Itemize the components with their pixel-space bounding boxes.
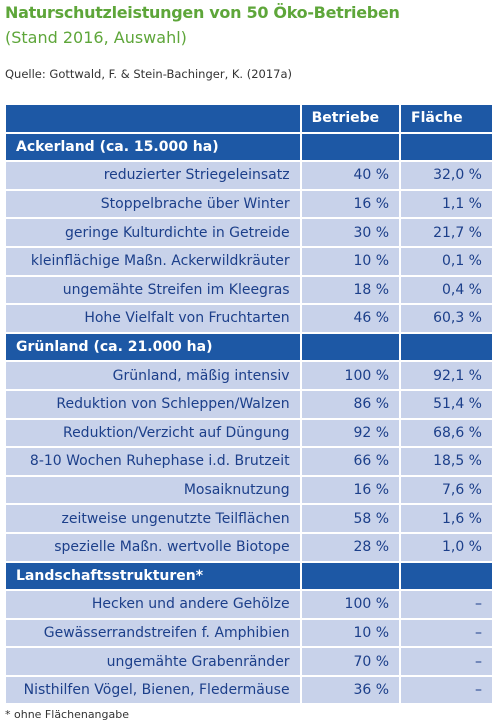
value-cell: 16 % — [299, 474, 402, 506]
value-cell: 7,6 % — [399, 474, 494, 506]
row-label: Hecken und andere Gehölze — [4, 589, 302, 620]
value-cell: – — [399, 589, 494, 620]
value-cell: – — [399, 674, 494, 706]
row-label: spezielle Maßn. wertvolle Biotope — [4, 531, 302, 563]
data-row: Reduktion/Verzicht auf Düngung 92 % 68,6 % — [4, 417, 494, 449]
row-label: ungemähte Streifen im Kleegras — [4, 274, 302, 306]
footnote: * ohne Flächenangabe — [5, 708, 130, 721]
data-row: ungemähte Grabenränder 70 % – — [4, 646, 494, 677]
data-row: Reduktion von Schleppen/Walzen 86 % 51,4 % — [4, 388, 494, 420]
section-cell — [299, 560, 402, 592]
value-cell: 30 % — [299, 217, 402, 248]
section-cell — [299, 331, 402, 363]
value-cell: 100 % — [299, 589, 402, 620]
value-cell: 18 % — [299, 274, 402, 306]
data-row: Grünland, mäßig intensiv 100 % 92,1 % — [4, 360, 494, 391]
section-title: Grünland (ca. 21.000 ha) — [4, 331, 302, 363]
section-cell — [299, 131, 402, 163]
data-row: kleinflächige Maßn. Ackerwildkräuter 10 %… — [4, 245, 494, 277]
subtitle: (Stand 2016, Auswahl) — [5, 28, 187, 47]
data-row: zeitweise ungenutzte Teilflächen 58 % 1,6 … — [4, 503, 494, 534]
value-cell: 1,1 % — [399, 188, 494, 220]
section-row: Ackerland (ca. 15.000 ha) — [4, 131, 494, 163]
data-row: Nisthilfen Vögel, Bienen, Fledermäuse 36 … — [4, 674, 494, 706]
section-row: Grünland (ca. 21.000 ha) — [4, 331, 494, 363]
value-cell: 0,1 % — [399, 245, 494, 277]
value-cell: 92 % — [299, 417, 402, 449]
value-cell: 68,6 % — [399, 417, 494, 449]
row-label: kleinflächige Maßn. Ackerwildkräuter — [4, 245, 302, 277]
data-row: Mosaiknutzung 16 % 7,6 % — [4, 474, 494, 506]
value-cell: 32,0 % — [399, 160, 494, 191]
value-cell: 21,7 % — [399, 217, 494, 248]
data-row: Gewässerrandstreifen f. Amphibien 10 % – — [4, 617, 494, 649]
row-label: geringe Kulturdichte in Getreide — [4, 217, 302, 248]
value-cell: 10 % — [299, 245, 402, 277]
data-row: ungemähte Streifen im Kleegras 18 % 0,4 % — [4, 274, 494, 306]
row-label: reduzierter Striegeleinsatz — [4, 160, 302, 191]
row-label: Mosaiknutzung — [4, 474, 302, 506]
value-cell: 92,1 % — [399, 360, 494, 391]
data-row: Hecken und andere Gehölze 100 % – — [4, 589, 494, 620]
data-row: 8-10 Wochen Ruhephase i.d. Brutzeit 66 % 1… — [4, 446, 494, 477]
value-cell: 1,0 % — [399, 531, 494, 563]
value-cell: 60,3 % — [399, 303, 494, 334]
value-cell: 0,4 % — [399, 274, 494, 306]
column-header: Betriebe — [299, 103, 402, 134]
row-label: Grünland, mäßig intensiv — [4, 360, 302, 391]
section-title: Landschaftsstrukturen* — [4, 560, 302, 592]
section-cell — [399, 131, 494, 163]
value-cell: 10 % — [299, 617, 402, 649]
section-cell — [399, 331, 494, 363]
row-label: Stoppelbrache über Winter — [4, 188, 302, 220]
value-cell: 16 % — [299, 188, 402, 220]
row-label: ungemähte Grabenränder — [4, 646, 302, 677]
row-label: Gewässerrandstreifen f. Amphibien — [4, 617, 302, 649]
data-row: geringe Kulturdichte in Getreide 30 % 21,7… — [4, 217, 494, 248]
header-cell — [4, 103, 302, 134]
value-cell: 51,4 % — [399, 388, 494, 420]
row-label: 8-10 Wochen Ruhephase i.d. Brutzeit — [4, 446, 302, 477]
value-cell: 18,5 % — [399, 446, 494, 477]
data-row: reduzierter Striegeleinsatz 40 % 32,0 % — [4, 160, 494, 191]
section-title: Ackerland (ca. 15.000 ha) — [4, 131, 302, 163]
value-cell: 70 % — [299, 646, 402, 677]
data-row: Hohe Vielfalt von Fruchtarten 46 % 60,3 % — [4, 303, 494, 334]
section-row: Landschaftsstrukturen* — [4, 560, 494, 592]
header-row: Betriebe Fläche — [4, 103, 494, 134]
value-cell: 1,6 % — [399, 503, 494, 534]
row-label: Reduktion von Schleppen/Walzen — [4, 388, 302, 420]
row-label: zeitweise ungenutzte Teilflächen — [4, 503, 302, 534]
value-cell: 100 % — [299, 360, 402, 391]
value-cell: 28 % — [299, 531, 402, 563]
table: Betriebe Fläche Ackerland (ca. 15.000 ha) r… — [4, 103, 494, 706]
data-row: spezielle Maßn. wertvolle Biotope 28 % 1,0… — [4, 531, 494, 563]
value-cell: – — [399, 617, 494, 649]
row-label: Reduktion/Verzicht auf Düngung — [4, 417, 302, 449]
source: Quelle: Gottwald, F. & Stein-Bachinger, … — [5, 67, 293, 81]
value-cell: 66 % — [299, 446, 402, 477]
row-label: Nisthilfen Vögel, Bienen, Fledermäuse — [4, 674, 302, 706]
value-cell: 40 % — [299, 160, 402, 191]
value-cell: – — [399, 646, 494, 677]
value-cell: 86 % — [299, 388, 402, 420]
value-cell: 58 % — [299, 503, 402, 534]
value-cell: 46 % — [299, 303, 402, 334]
value-cell: 36 % — [299, 674, 402, 706]
title: Naturschutzleistungen von 50 Öko-Betrieb… — [5, 3, 400, 22]
section-cell — [399, 560, 494, 592]
data-row: Stoppelbrache über Winter 16 % 1,1 % — [4, 188, 494, 220]
row-label: Hohe Vielfalt von Fruchtarten — [4, 303, 302, 334]
column-header: Fläche — [399, 103, 494, 134]
